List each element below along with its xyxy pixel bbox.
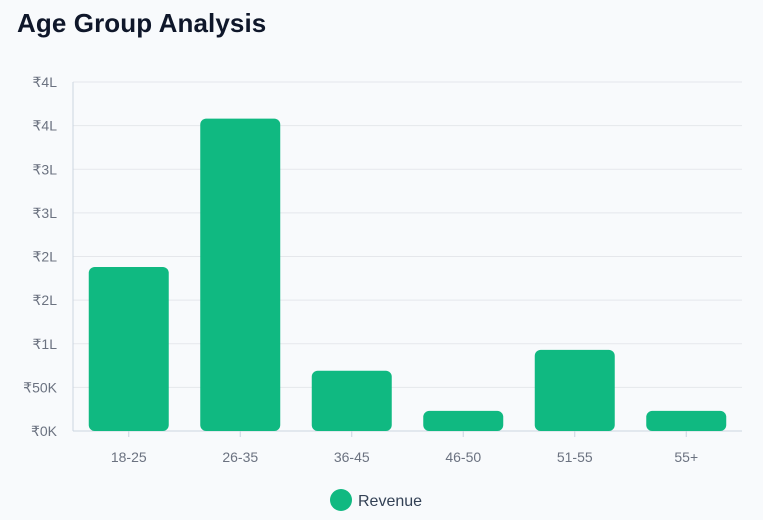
gridlines (73, 81, 742, 388)
bar-18-25[interactable] (88, 266, 169, 431)
chart-title: Age Group Analysis (17, 8, 267, 38)
x-tick-label: 26-35 (222, 449, 258, 465)
bars (88, 118, 727, 432)
bar-36-45[interactable] (311, 370, 392, 431)
y-tick-label: ₹3L (33, 161, 58, 177)
legend-swatch (330, 489, 352, 511)
x-tick-label: 55+ (674, 449, 698, 465)
x-tick-label: 51-55 (557, 449, 593, 465)
y-tick-label: ₹1L (33, 336, 58, 352)
x-tick-label: 46-50 (445, 449, 481, 465)
legend-label: Revenue (358, 493, 422, 510)
y-tick-label: ₹3L (33, 205, 58, 221)
y-tick-label: ₹0K (31, 423, 58, 439)
bar-26-35[interactable] (200, 118, 281, 432)
y-tick-label: ₹4L (33, 74, 58, 90)
y-tick-label: ₹4L (33, 118, 58, 134)
legend[interactable]: Revenue (330, 489, 422, 511)
x-tick-label: 18-25 (111, 449, 147, 465)
bar-51-55[interactable] (534, 349, 615, 431)
y-axis: ₹0K ₹50K ₹1L ₹2L ₹2L ₹3L ₹3L ₹4L ₹4L (23, 74, 742, 439)
y-tick-label: ₹2L (33, 292, 58, 308)
x-tick-label: 36-45 (334, 449, 370, 465)
x-axis: 18-25 26-35 36-45 46-50 51-55 55+ (111, 431, 698, 465)
bar-55+[interactable] (646, 410, 727, 431)
y-tick-label: ₹2L (33, 249, 58, 265)
bar-46-50[interactable] (423, 410, 504, 431)
y-tick-label: ₹50K (23, 379, 57, 395)
